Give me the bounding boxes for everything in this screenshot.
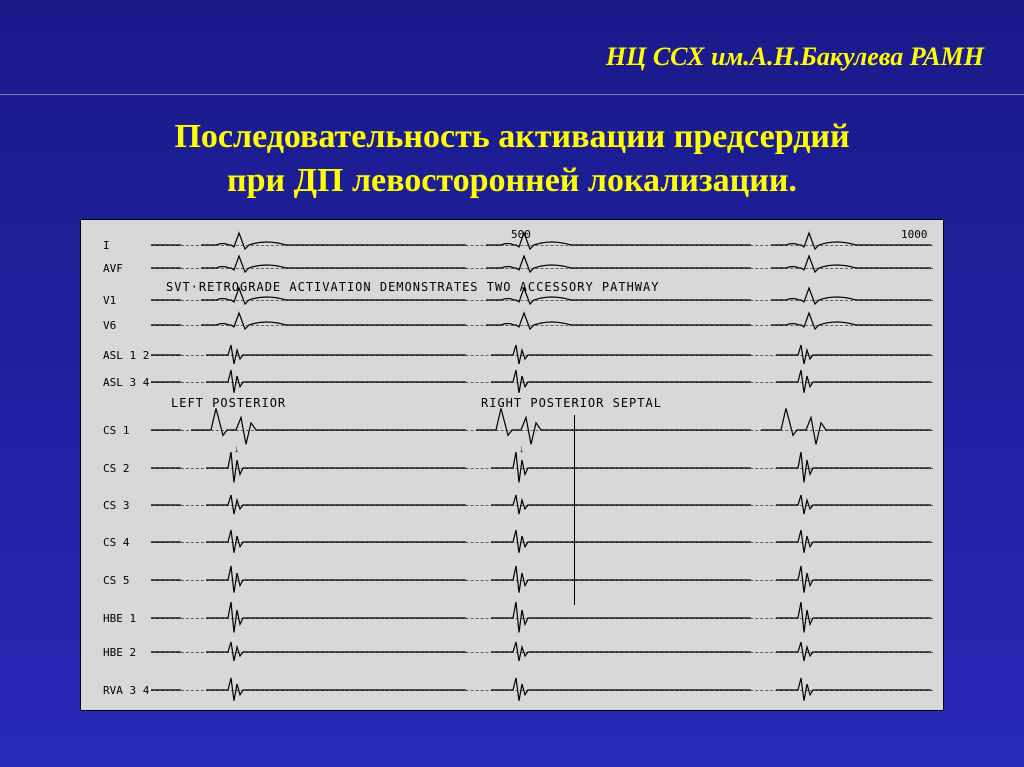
- lead-baseline: [151, 690, 933, 691]
- lead-baseline: [151, 245, 933, 246]
- lead-baseline: [151, 618, 933, 619]
- lead-baseline: [151, 542, 933, 543]
- lead-label: HBE 2: [103, 646, 136, 659]
- lead-baseline: [151, 325, 933, 326]
- lead-label: CS 1: [103, 424, 130, 437]
- lead-label: I: [103, 239, 110, 252]
- lead-baseline: [151, 430, 933, 431]
- lead-baseline: [151, 468, 933, 469]
- lead-label: CS 2: [103, 462, 130, 475]
- lead-baseline: [151, 382, 933, 383]
- measurement-line: [574, 415, 575, 605]
- lead-baseline: [151, 355, 933, 356]
- lead-label: AVF: [103, 262, 123, 275]
- ecg-plot-area: 500 1000 SVT·RETROGRADE ACTIVATION DEMON…: [81, 220, 943, 710]
- lead-label: RVA 3 4: [103, 684, 149, 697]
- lead-label: CS 3: [103, 499, 130, 512]
- lead-label: ASL 1 2: [103, 349, 149, 362]
- slide-title: Последовательность активации предсердий …: [0, 115, 1024, 203]
- lead-baseline: [151, 652, 933, 653]
- lead-baseline: [151, 268, 933, 269]
- time-marker-mid: 500: [511, 228, 531, 241]
- annotation-right: RIGHT POSTERIOR SEPTAL: [481, 396, 662, 410]
- annotation-left: LEFT POSTERIOR: [171, 396, 286, 410]
- lead-label: CS 4: [103, 536, 130, 549]
- title-line-1: Последовательность активации предсердий: [174, 118, 849, 155]
- lead-label: V6: [103, 319, 116, 332]
- arrow-marker: ↓: [519, 444, 524, 455]
- lead-baseline: [151, 580, 933, 581]
- lead-label: HBE 1: [103, 612, 136, 625]
- arrow-marker: ↓: [234, 444, 239, 455]
- header-divider: [0, 94, 1024, 95]
- time-marker-right: 1000: [901, 228, 928, 241]
- ecg-container: 500 1000 SVT·RETROGRADE ACTIVATION DEMON…: [80, 219, 944, 711]
- title-line-2: при ДП левосторонней локализации.: [227, 162, 797, 199]
- annotation-main: SVT·RETROGRADE ACTIVATION DEMONSTRATES T…: [166, 280, 659, 294]
- lead-label: ASL 3 4: [103, 376, 149, 389]
- lead-baseline: [151, 505, 933, 506]
- institution-header: НЦ ССХ им.А.Н.Бакулева РАМН: [606, 42, 984, 72]
- lead-label: V1: [103, 294, 116, 307]
- lead-baseline: [151, 300, 933, 301]
- lead-label: CS 5: [103, 574, 130, 587]
